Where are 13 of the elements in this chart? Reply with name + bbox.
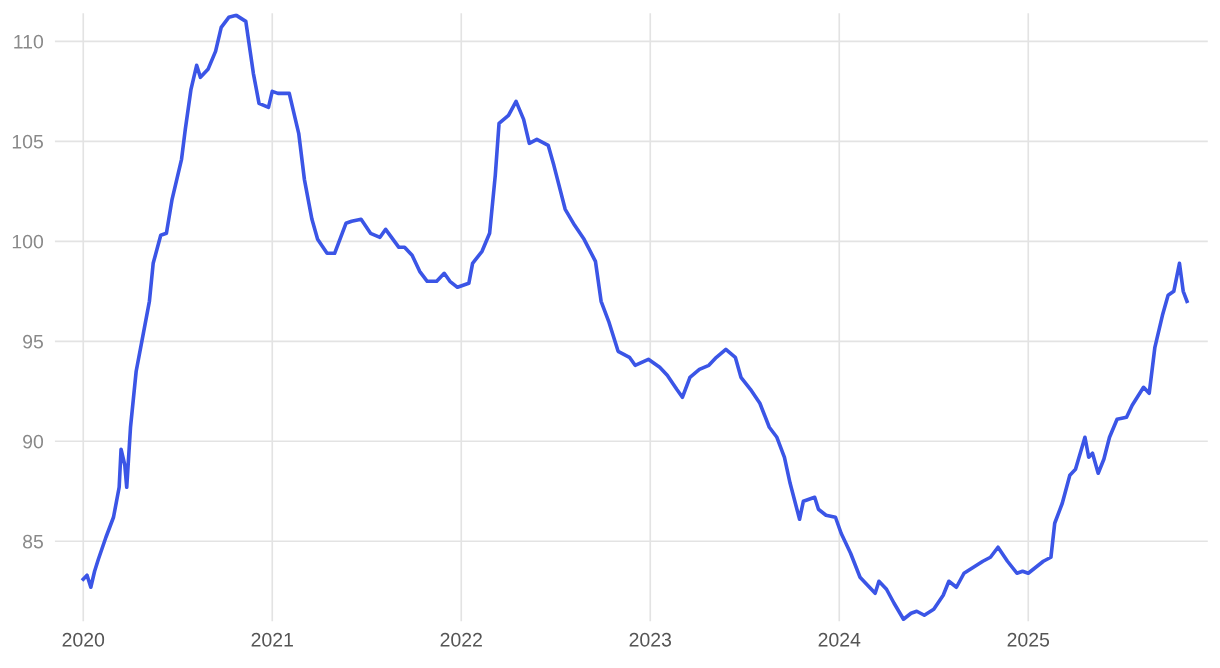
x-tick-label: 2024 bbox=[818, 632, 861, 647]
x-tick-label: 2025 bbox=[1007, 632, 1050, 647]
line-series bbox=[81, 13, 1189, 622]
x-tick-label: 2023 bbox=[629, 632, 672, 647]
y-tick-label: 90 bbox=[23, 434, 44, 449]
x-tick-label: 2022 bbox=[440, 632, 482, 647]
x-tick-label: 2020 bbox=[62, 632, 105, 647]
y-tick-label: 85 bbox=[23, 534, 43, 549]
y-tick-label: 105 bbox=[12, 134, 43, 149]
y-tick-label: 110 bbox=[14, 34, 44, 49]
y-tick-label: 95 bbox=[23, 334, 43, 349]
x-tick-label: 2021 bbox=[251, 632, 293, 647]
y-tick-label: 100 bbox=[12, 234, 44, 249]
